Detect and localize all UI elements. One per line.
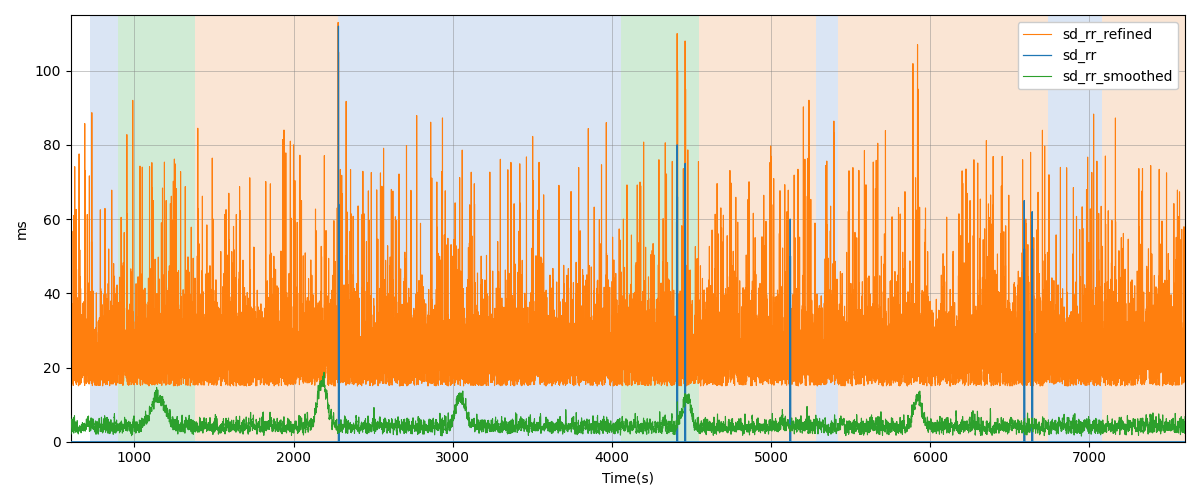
Line: sd_rr_smoothed: sd_rr_smoothed [71, 372, 1186, 436]
Bar [700, 15, 816, 442]
sd_rr_refined [900, 383, 914, 389]
Bar [622, 15, 700, 442]
Bar [1103, 15, 1186, 442]
sd_rr_smoothed [64, 413, 78, 419]
Bar [119, 15, 194, 442]
sd_rr [484, 438, 498, 444]
sd_rr_refined [240, 364, 254, 370]
sd_rr_refined [1178, 378, 1193, 384]
Bar [338, 15, 622, 442]
sd_rr_smoothed [317, 370, 331, 376]
Bar [816, 15, 838, 442]
sd_rr [64, 438, 78, 444]
sd_rr_refined [323, 343, 337, 349]
X-axis label: Time(s): Time(s) [602, 471, 654, 485]
sd_rr_smoothed [240, 424, 254, 430]
sd_rr_smoothed [1074, 433, 1088, 439]
sd_rr [316, 438, 330, 444]
Bar [194, 15, 338, 442]
sd_rr_smoothed [316, 378, 330, 384]
sd_rr_smoothed [484, 426, 498, 432]
sd_rr [331, 23, 346, 29]
Bar [1048, 15, 1103, 442]
Line: sd_rr_refined: sd_rr_refined [71, 22, 1186, 386]
sd_rr_refined [1069, 372, 1084, 378]
sd_rr [240, 438, 254, 444]
sd_rr_refined [331, 20, 346, 26]
sd_rr_smoothed [1178, 414, 1193, 420]
sd_rr_refined [484, 348, 498, 354]
sd_rr [323, 438, 337, 444]
sd_rr [1178, 438, 1193, 444]
sd_rr_smoothed [323, 412, 337, 418]
Bar [838, 15, 1048, 442]
sd_rr_refined [64, 361, 78, 367]
sd_rr_smoothed [1069, 427, 1084, 433]
Bar [90, 15, 119, 442]
sd_rr_refined [316, 363, 330, 369]
sd_rr_refined [318, 282, 332, 288]
Legend: sd_rr_refined, sd_rr, sd_rr_smoothed: sd_rr_refined, sd_rr, sd_rr_smoothed [1018, 22, 1178, 90]
sd_rr [318, 438, 332, 444]
Y-axis label: ms: ms [16, 218, 29, 238]
sd_rr_smoothed [318, 382, 332, 388]
Line: sd_rr: sd_rr [71, 26, 1186, 442]
sd_rr [1069, 438, 1084, 444]
